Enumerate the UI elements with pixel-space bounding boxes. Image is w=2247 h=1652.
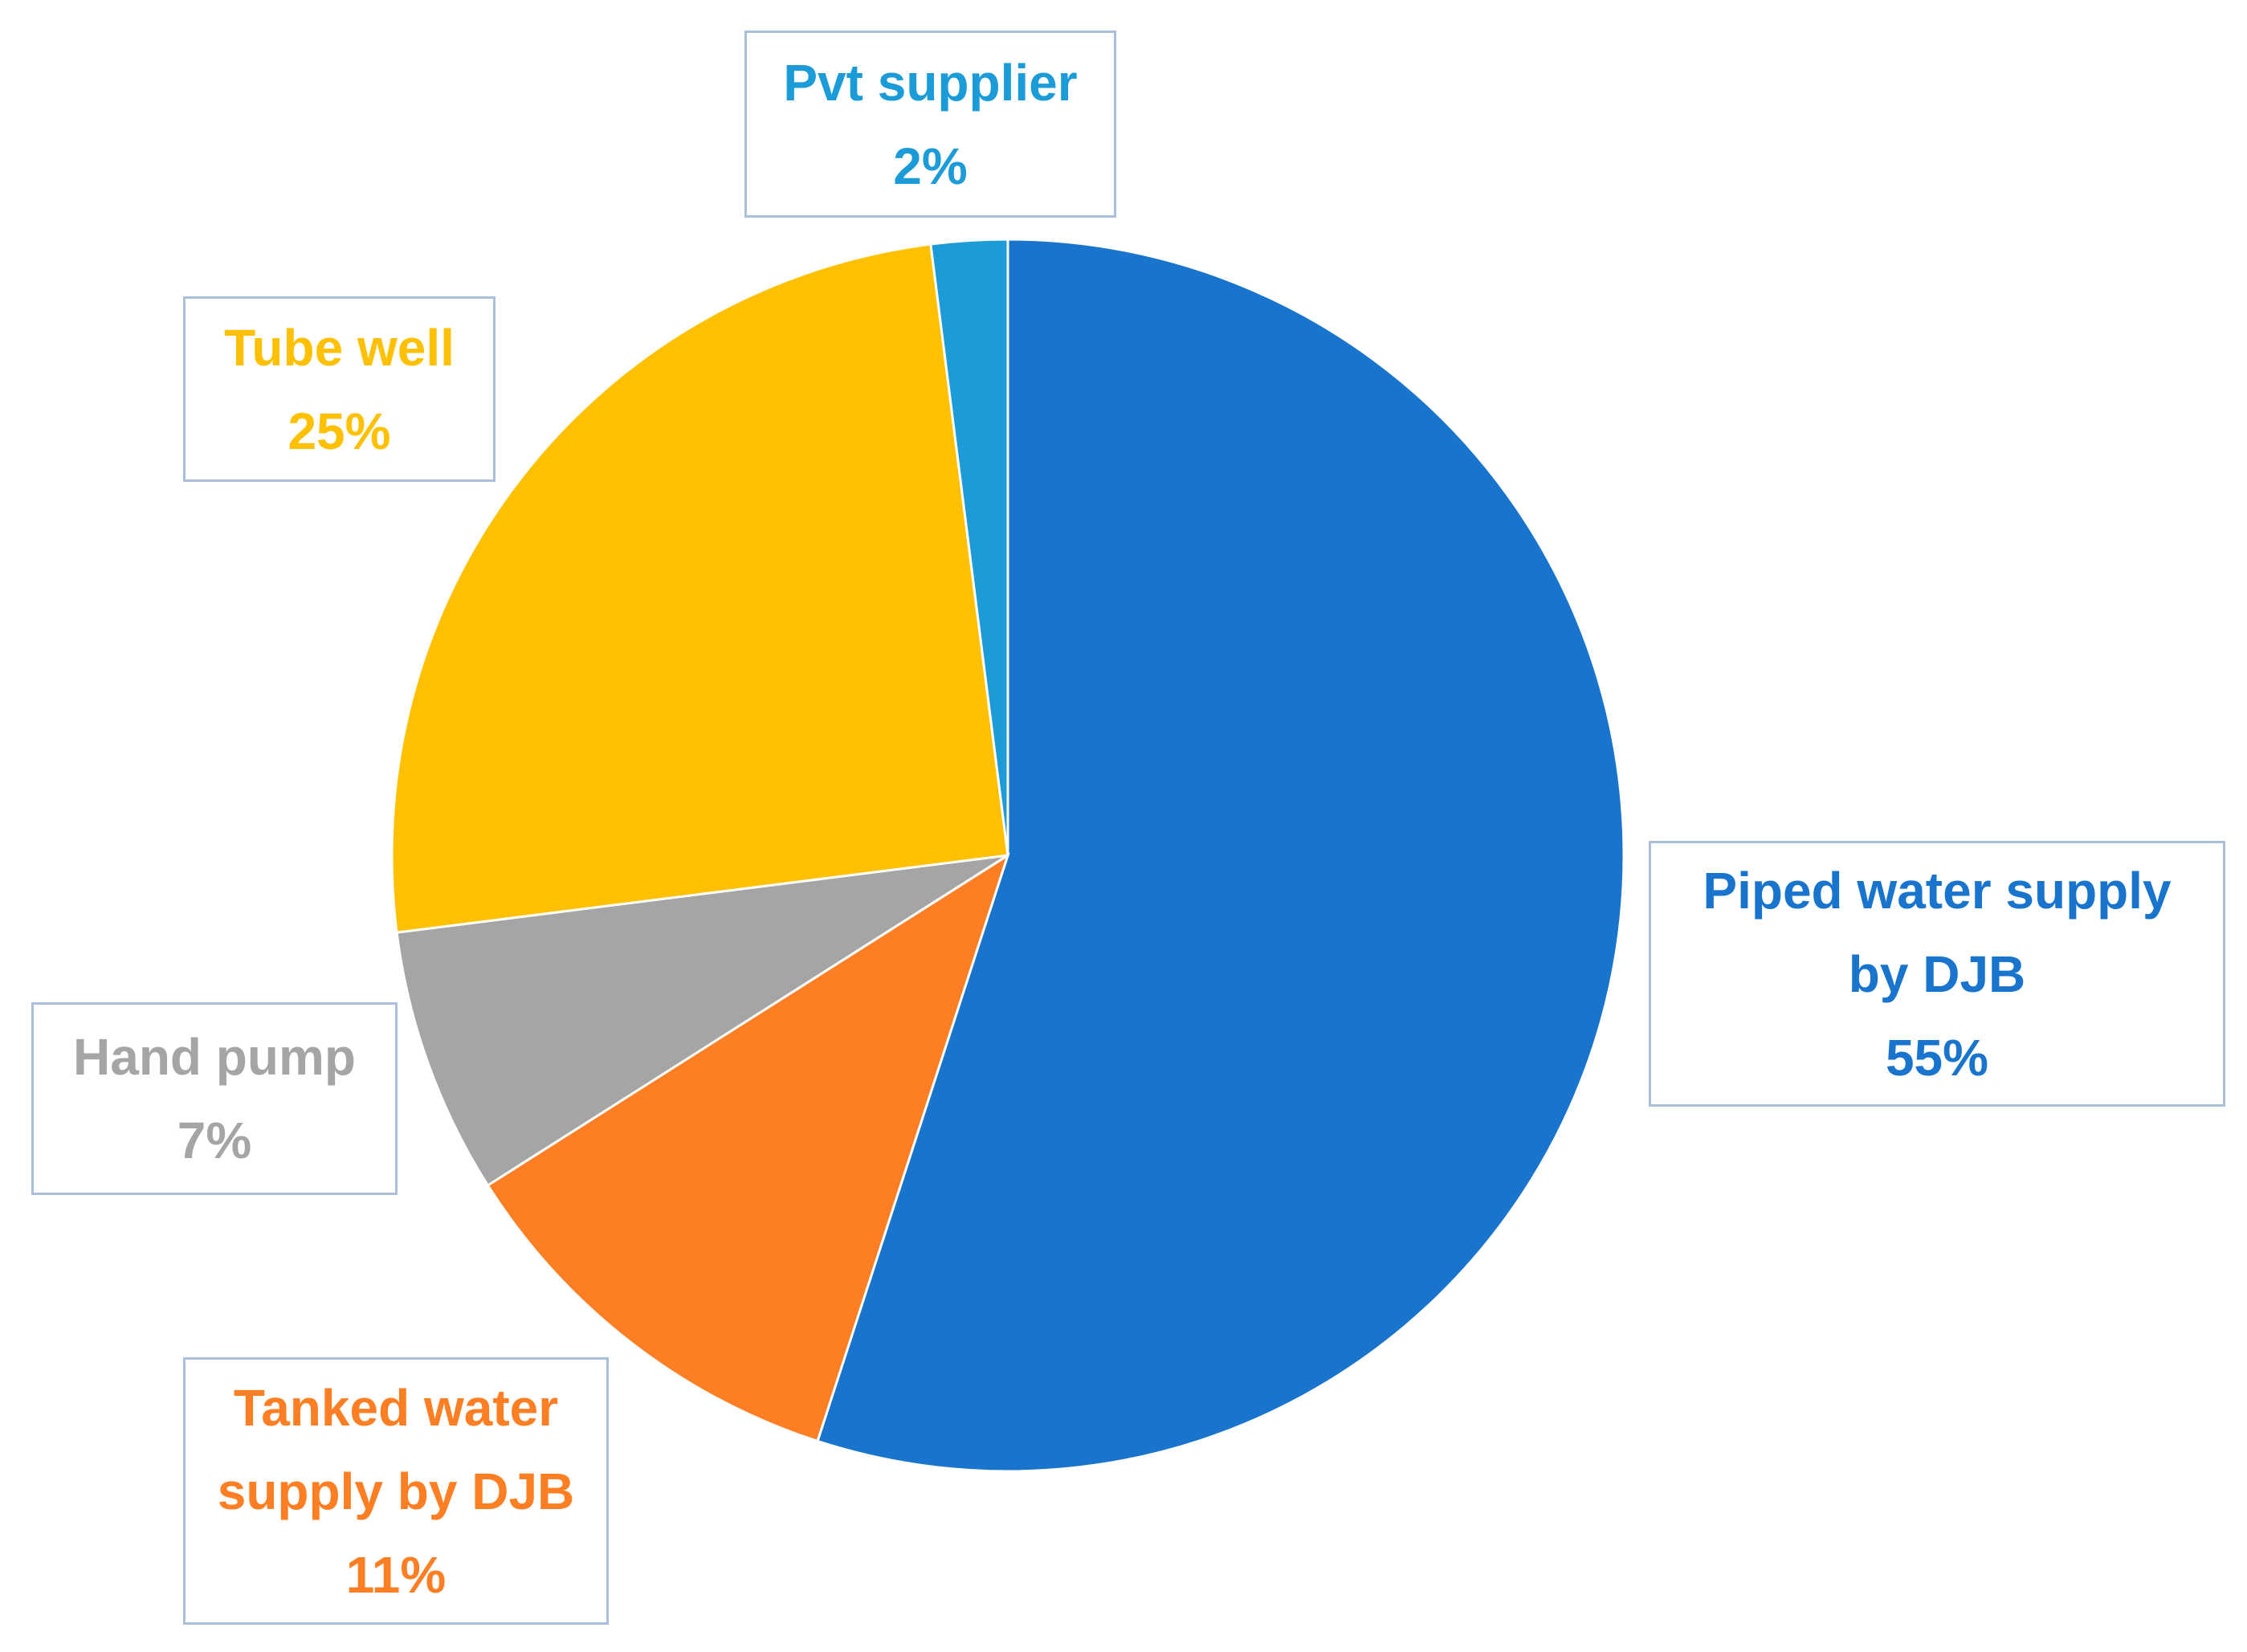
data-label-percent: 2%	[893, 137, 968, 195]
data-label-percent: 7%	[177, 1112, 252, 1169]
data-label-1: Piped water supply by DJB 55%	[1649, 841, 2225, 1107]
data-label-percent: 11%	[345, 1545, 447, 1604]
data-label-4: Tube well 25%	[183, 296, 495, 482]
data-label-text: Piped water supply	[1703, 861, 2172, 920]
data-label-text: Pvt supplier	[783, 53, 1078, 112]
pie-slice-2	[486, 852, 1010, 1443]
data-label-text: by DJB	[1848, 944, 2026, 1003]
data-label-text: supply by DJB	[217, 1462, 575, 1520]
data-label-text: Tanked water	[233, 1378, 559, 1437]
pie-slice-3	[395, 854, 1009, 1188]
pie-slice-5	[929, 238, 1009, 856]
data-label-percent: 25%	[288, 402, 391, 460]
data-label-text: Hand pump	[73, 1028, 356, 1086]
data-label-2: Tanked water supply by DJB 11%	[183, 1357, 609, 1625]
pie-slice-1	[816, 238, 1625, 1473]
pie-slice-4	[390, 243, 1009, 934]
data-label-5: Pvt supplier 2%	[744, 31, 1116, 218]
data-label-percent: 55%	[1885, 1028, 1989, 1087]
data-label-text: Tube well	[224, 318, 455, 377]
data-label-3: Hand pump 7%	[31, 1002, 398, 1195]
